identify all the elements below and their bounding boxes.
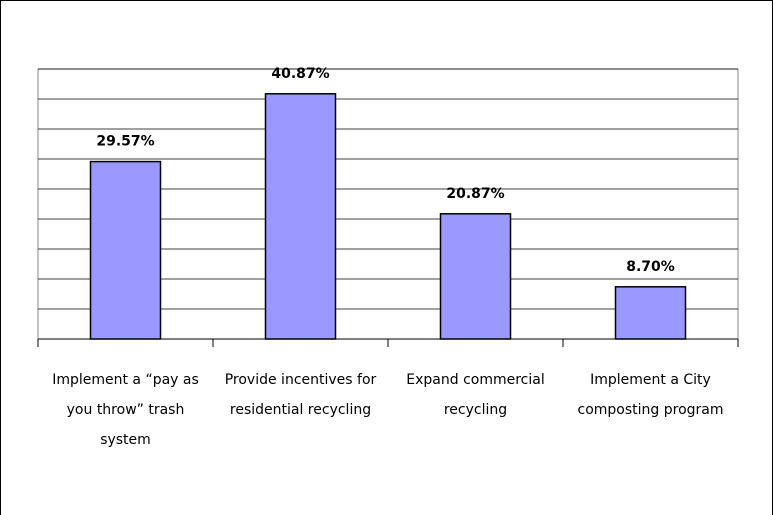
x-tick-label: Expand commercial recycling	[406, 372, 545, 418]
x-tick-label: Implement a City composting program	[577, 372, 724, 418]
value-label: 40.87%	[271, 66, 329, 82]
bar	[614, 286, 687, 340]
x-tick-label: Provide incentives for residential recyc…	[224, 372, 377, 418]
bar	[89, 160, 162, 340]
value-label: 8.70%	[626, 259, 675, 275]
value-label: 20.87%	[446, 186, 504, 202]
x-tick-label: Implement a “pay as you throw” trash sys…	[52, 372, 199, 448]
value-label: 29.57%	[96, 134, 154, 150]
bar	[439, 213, 512, 340]
bar	[264, 93, 337, 340]
